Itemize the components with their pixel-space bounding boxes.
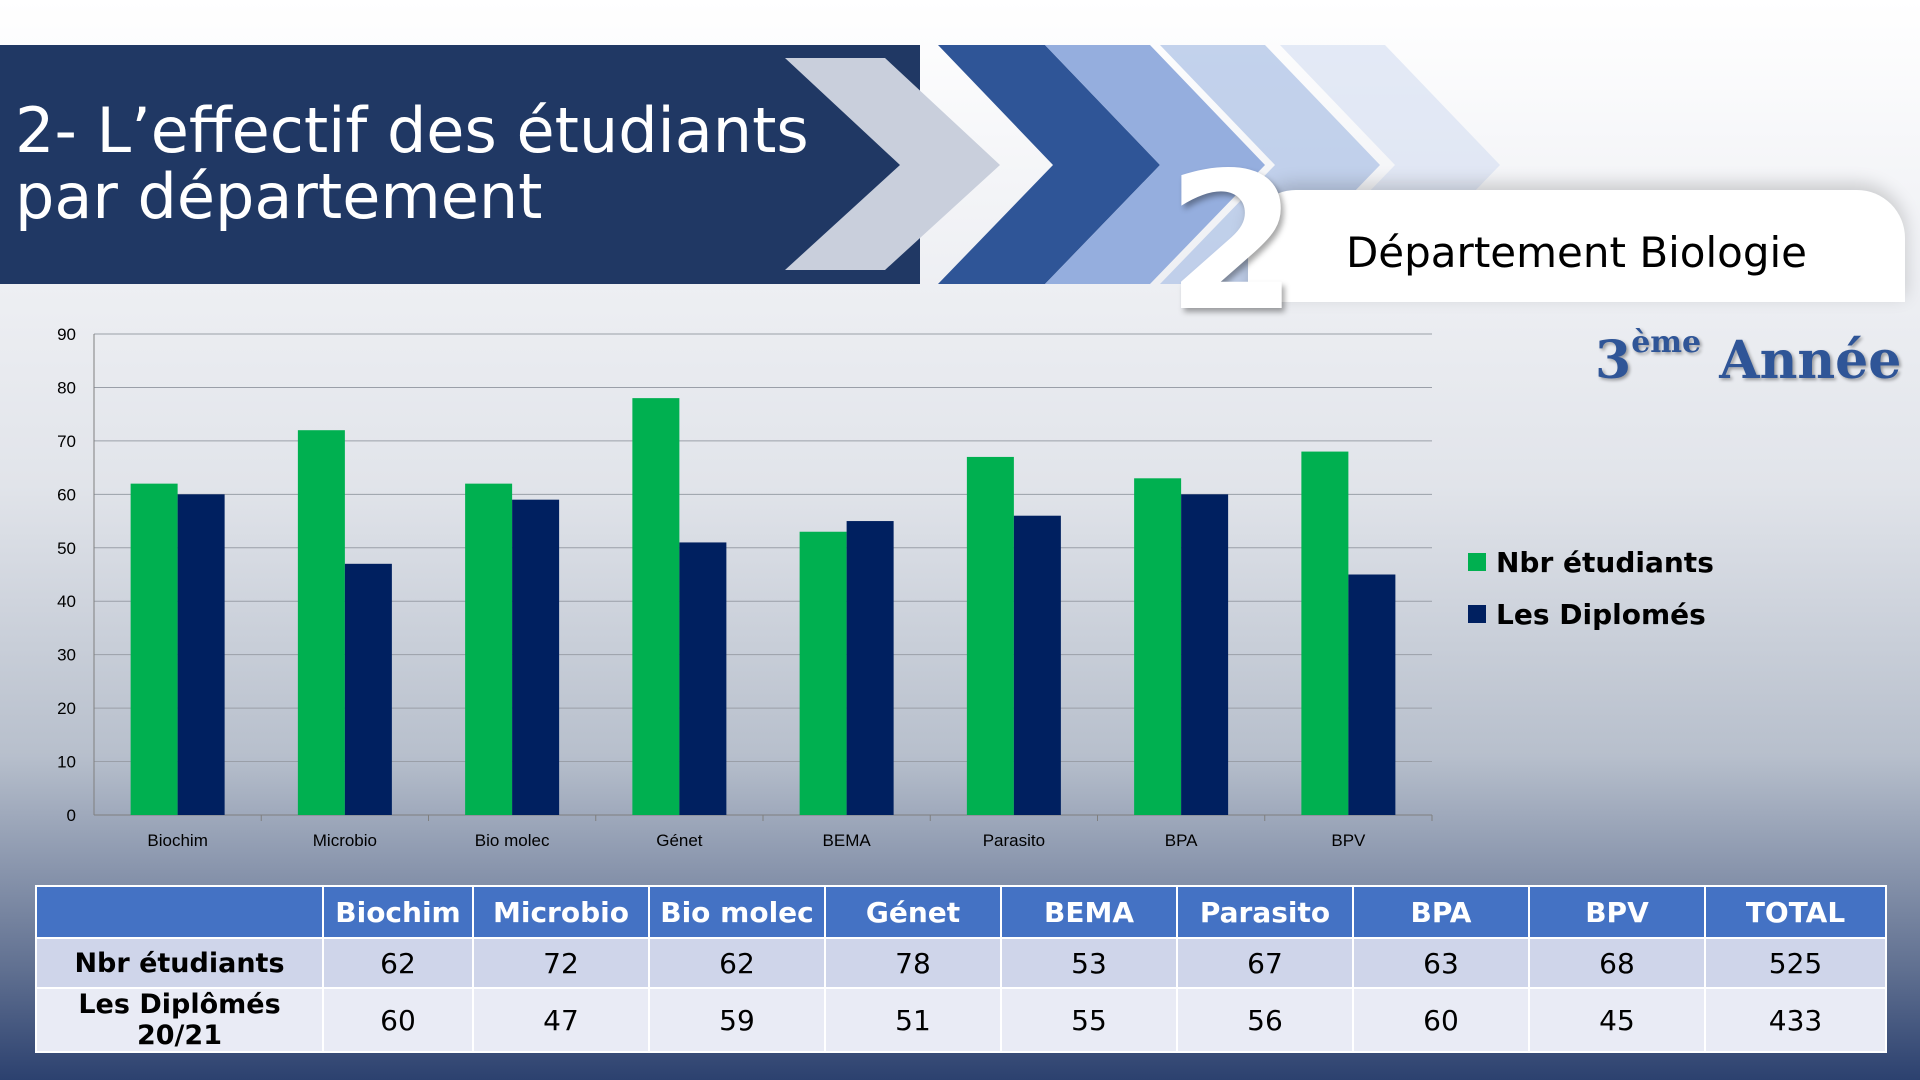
table-cell: 68 — [1528, 937, 1706, 989]
table-header-cell: BPV — [1528, 885, 1706, 939]
legend-swatch-green — [1468, 553, 1486, 571]
y-tick-label: 0 — [67, 806, 76, 825]
department-box: Département Biologie — [1248, 190, 1905, 302]
table-cell: 72 — [472, 937, 650, 989]
table-cell: 525 — [1704, 937, 1887, 989]
bar-students — [1134, 478, 1182, 815]
table-cell: 63 — [1352, 937, 1530, 989]
table-cell: 47 — [472, 987, 650, 1053]
table-cell: 59 — [648, 987, 826, 1053]
table-header-cell: Génet — [824, 885, 1002, 939]
x-tick-label: BPA — [1165, 831, 1198, 850]
table-cell: 60 — [1352, 987, 1530, 1053]
legend-label: Nbr étudiants — [1496, 545, 1714, 579]
table-cell: 53 — [1000, 937, 1178, 989]
table-cell: 78 — [824, 937, 1002, 989]
legend-item-graduates: Les Diplomés — [1468, 597, 1714, 631]
table-header-cell — [35, 885, 324, 939]
x-tick-label: Biochim — [147, 831, 207, 850]
row-label: Nbr étudiants — [35, 937, 324, 989]
year-suffix: ème — [1631, 324, 1702, 360]
bar-graduates — [846, 521, 894, 815]
bar-graduates — [344, 563, 392, 815]
table-cell: 45 — [1528, 987, 1706, 1053]
bar-graduates — [1348, 574, 1396, 815]
legend-swatch-navy — [1468, 605, 1486, 623]
table-header-cell: BEMA — [1000, 885, 1178, 939]
chevron-2 — [938, 45, 1160, 284]
y-tick-label: 90 — [57, 325, 76, 344]
bar-students — [297, 430, 345, 815]
table-cell: 55 — [1000, 987, 1178, 1053]
table-header-cell: Bio molec — [648, 885, 826, 939]
table-cell: 51 — [824, 987, 1002, 1053]
y-tick-label: 60 — [57, 485, 76, 504]
legend-label: Les Diplomés — [1496, 597, 1706, 631]
bar-students — [632, 398, 680, 815]
bar-students — [465, 483, 513, 815]
y-tick-label: 50 — [57, 539, 76, 558]
bar-students — [130, 483, 178, 815]
table-header-cell: BPA — [1352, 885, 1530, 939]
x-tick-label: Microbio — [313, 831, 377, 850]
year-label: 3ème Année — [1595, 325, 1902, 391]
table-cell: 60 — [322, 987, 474, 1053]
bar-students — [1301, 451, 1349, 815]
table-header-cell: Parasito — [1176, 885, 1354, 939]
bar-graduates — [679, 542, 727, 815]
table-row: Nbr étudiants 62 72 62 78 53 67 63 68 52… — [35, 937, 1887, 989]
table-row: Les Diplômés 20/21 60 47 59 51 55 56 60 … — [35, 987, 1887, 1053]
year-word: Année — [1719, 330, 1902, 391]
table-cell: 433 — [1704, 987, 1887, 1053]
x-tick-label: Génet — [656, 831, 703, 850]
bar-students — [966, 456, 1014, 815]
title-banner — [0, 45, 920, 284]
x-tick-label: BEMA — [823, 831, 872, 850]
bar-graduates — [1181, 494, 1229, 815]
table-header-cell: Microbio — [472, 885, 650, 939]
y-tick-label: 70 — [57, 432, 76, 451]
bar-graduates — [177, 494, 225, 815]
y-tick-label: 40 — [57, 592, 76, 611]
y-tick-label: 10 — [57, 753, 76, 772]
table-cell: 62 — [648, 937, 826, 989]
table-cell: 67 — [1176, 937, 1354, 989]
x-tick-label: BPV — [1331, 831, 1366, 850]
step-number: 2 — [1166, 132, 1299, 353]
page-title: 2- L’effectif des étudiants par départem… — [15, 94, 809, 233]
bar-graduates — [1013, 515, 1061, 815]
bar-graduates — [512, 499, 560, 815]
y-tick-label: 30 — [57, 646, 76, 665]
y-tick-label: 80 — [57, 378, 76, 397]
data-table: Biochim Microbio Bio molec Génet BEMA Pa… — [35, 885, 1887, 1053]
department-label: Département Biologie — [1345, 228, 1808, 277]
bar-students — [799, 531, 847, 815]
table-cell: 62 — [322, 937, 474, 989]
chevron-1 — [785, 58, 1000, 270]
table-header-cell: Biochim — [322, 885, 474, 939]
bar-chart: 0 10 20 30 40 50 60 70 80 90 Biochim Microbio Bio mo… — [57, 325, 1433, 850]
table-cell: 56 — [1176, 987, 1354, 1053]
y-tick-label: 20 — [57, 699, 76, 718]
chevron-3 — [1045, 45, 1265, 284]
table-header-cell: TOTAL — [1704, 885, 1887, 939]
year-number: 3 — [1595, 330, 1632, 391]
x-tick-label: Bio molec — [475, 831, 550, 850]
chart-legend: Nbr étudiants Les Diplomés — [1468, 545, 1714, 649]
legend-item-students: Nbr étudiants — [1468, 545, 1714, 579]
table-header-row: Biochim Microbio Bio molec Génet BEMA Pa… — [35, 885, 1887, 939]
x-tick-label: Parasito — [983, 831, 1045, 850]
row-label: Les Diplômés 20/21 — [35, 987, 324, 1053]
